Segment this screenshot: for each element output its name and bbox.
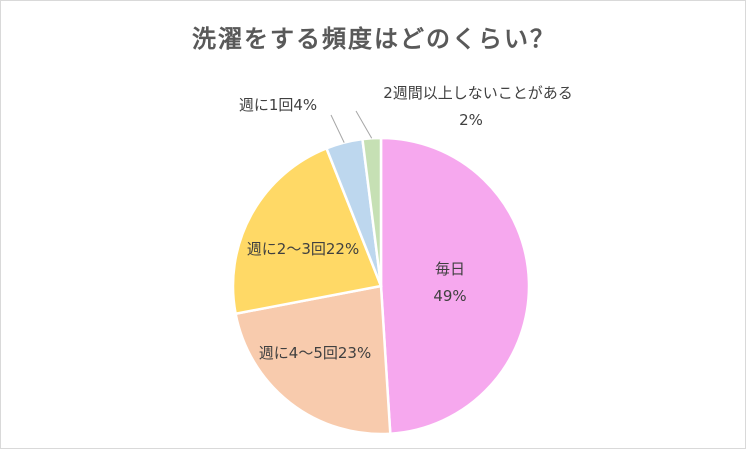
- pie-slice: [234, 284, 392, 436]
- slice-label: 2%: [459, 111, 483, 129]
- slice-label: 週に4～5回23%: [259, 344, 371, 362]
- slice-label: 週に1回4%: [239, 96, 317, 114]
- pie-slice: [379, 136, 531, 436]
- slice-label: 週に2～3回22%: [247, 240, 359, 258]
- leader-line: [355, 110, 373, 139]
- slice-label: 49%: [433, 287, 466, 305]
- chart-title: 洗濯をする頻度はどのくらい？: [192, 25, 556, 53]
- pie-slice: [231, 146, 383, 316]
- leader-line: [330, 114, 345, 143]
- pie-slice: [361, 136, 383, 287]
- slice-label: 2週間以上しないことがある: [383, 84, 573, 102]
- slice-label: 毎日: [435, 260, 465, 278]
